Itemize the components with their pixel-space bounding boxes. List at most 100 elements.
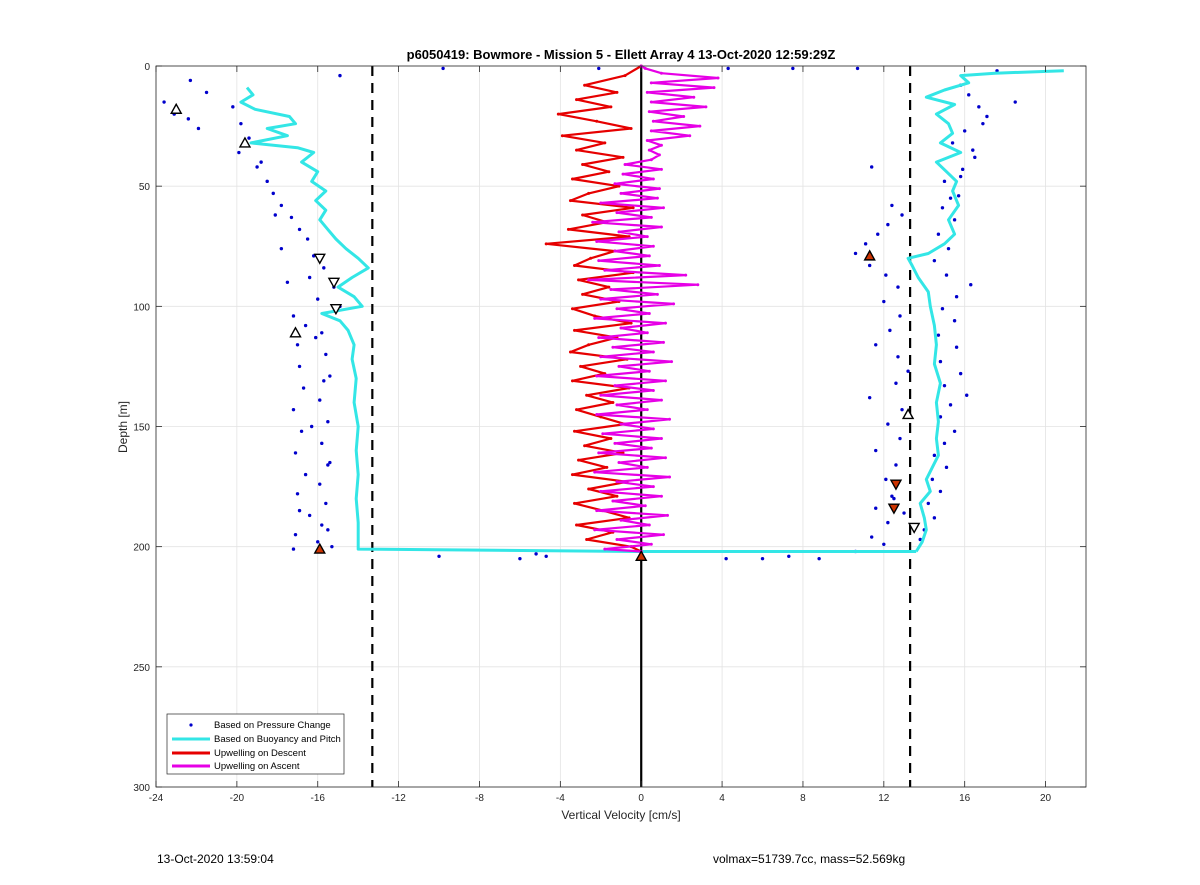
pressure-change-point [938, 489, 943, 494]
legend-label-buoyancy: Based on Buoyancy and Pitch [214, 734, 341, 745]
upwelling-descent-point [611, 400, 615, 404]
pressure-change-point [247, 136, 251, 140]
upwelling-ascent-point [617, 461, 621, 465]
footer-volmax-mass: volmax=51739.7cc, mass=52.569kg [713, 852, 906, 866]
legend-label-descent: Upwelling on Descent [214, 748, 306, 759]
pressure-change-point [940, 206, 945, 210]
upwelling-ascent-point [615, 307, 619, 311]
pressure-change-point [324, 352, 328, 357]
upwelling-ascent-point [647, 523, 651, 527]
pressure-change-point [948, 403, 953, 407]
pressure-change-point [882, 542, 886, 546]
upwelling-ascent-point [645, 331, 649, 335]
pressure-change-point [942, 179, 947, 184]
upwelling-ascent-point [613, 384, 617, 388]
triangle-up-marker [170, 102, 183, 114]
pressure-change-point [297, 364, 302, 369]
pressure-change-point [289, 215, 294, 220]
upwelling-ascent-point [659, 494, 663, 498]
upwelling-ascent-point [609, 288, 613, 292]
pressure-change-point [320, 331, 324, 335]
pressure-change-point [938, 415, 943, 419]
pressure-change-point [952, 218, 957, 222]
pressure-change-point [942, 383, 947, 388]
x-tick-label: -12 [391, 793, 406, 804]
pressure-change-point [518, 556, 522, 561]
pressure-change-point [958, 371, 963, 376]
upwelling-ascent-point [619, 191, 623, 195]
upwelling-ascent-point [661, 340, 665, 344]
pressure-change-point [965, 393, 969, 397]
upwelling-ascent-point [682, 114, 686, 118]
pressure-change-point [863, 242, 868, 246]
upwelling-ascent-point [692, 95, 696, 99]
upwelling-ascent-point [661, 533, 665, 537]
upwelling-ascent-point [651, 388, 655, 392]
pressure-change-point [324, 501, 328, 506]
pressure-change-point [279, 203, 284, 208]
upwelling-descent-point [570, 473, 574, 477]
marker-layer [170, 102, 921, 561]
x-axis-label: Vertical Velocity [cm/s] [561, 808, 680, 822]
upwelling-ascent-point [704, 105, 708, 109]
axis-ticks: -24 -20 -16 -12 -8 -4 0 4 8 12 16 20050100150200250… [133, 62, 1086, 804]
upwelling-ascent-point [716, 76, 720, 80]
pressure-change-point [855, 66, 860, 71]
pressure-change-point [869, 535, 874, 539]
upwelling-ascent-point [617, 364, 621, 368]
upwelling-ascent-point [684, 273, 688, 277]
pressure-change-point [874, 448, 878, 453]
pressure-change-point [874, 506, 878, 510]
pressure-change-point [271, 191, 275, 196]
pressure-change-point [441, 66, 445, 71]
pressure-change-point [322, 379, 326, 383]
pressure-change-point [900, 407, 904, 412]
upwelling-ascent-point [643, 504, 647, 508]
upwelling-ascent-point [651, 119, 655, 123]
upwelling-descent-point [607, 285, 611, 289]
upwelling-descent-point [609, 105, 613, 109]
pressure-change-point [326, 528, 330, 532]
pressure-change-point [322, 266, 326, 270]
pressure-change-point [971, 148, 975, 152]
pressure-change-point [906, 369, 910, 373]
upwelling-descent-point [581, 213, 585, 217]
triangle-up-marker [901, 408, 915, 420]
upwelling-ascent-point [649, 215, 653, 219]
pressure-change-point [724, 556, 728, 561]
upwelling-descent-point [573, 429, 576, 433]
x-tick-label: -16 [311, 793, 326, 804]
pressure-change-point [936, 333, 941, 337]
pressure-change-point [886, 222, 890, 227]
upwelling-ascent-point [595, 239, 599, 243]
legend-symbol-pressure [189, 723, 193, 727]
pressure-change-point [985, 114, 989, 119]
pressure-change-point [597, 66, 601, 71]
upwelling-ascent-point [615, 211, 619, 215]
upwelling-descent-point [607, 170, 611, 174]
footer-timestamp: 13-Oct-2020 13:59:04 [157, 852, 274, 866]
pressure-change-point [867, 395, 872, 400]
upwelling-ascent-point [649, 100, 653, 104]
upwelling-ascent-point [657, 263, 661, 267]
pressure-change-point [867, 263, 872, 268]
pressure-change-point [293, 451, 298, 455]
triangle-down-marker [313, 253, 326, 265]
pressure-change-point [295, 492, 300, 496]
legend-label-ascent: Upwelling on Ascent [214, 761, 300, 772]
upwelling-descent-point [575, 523, 579, 527]
pressure-change-point [188, 78, 193, 83]
pressure-change-point [320, 523, 324, 527]
upwelling-descent-point [581, 163, 585, 167]
x-tick-label: -20 [230, 793, 245, 804]
upwelling-descent-point [615, 90, 619, 94]
upwelling-ascent-point [696, 283, 700, 287]
pressure-change-point [853, 251, 858, 256]
pressure-change-point [932, 453, 937, 458]
pressure-change-point [1013, 100, 1017, 104]
upwelling-ascent-point [611, 345, 615, 349]
pressure-change-point [954, 295, 959, 299]
upwelling-descent-point [575, 98, 579, 102]
pressure-change-point [817, 556, 821, 561]
pressure-change-point [301, 386, 306, 390]
